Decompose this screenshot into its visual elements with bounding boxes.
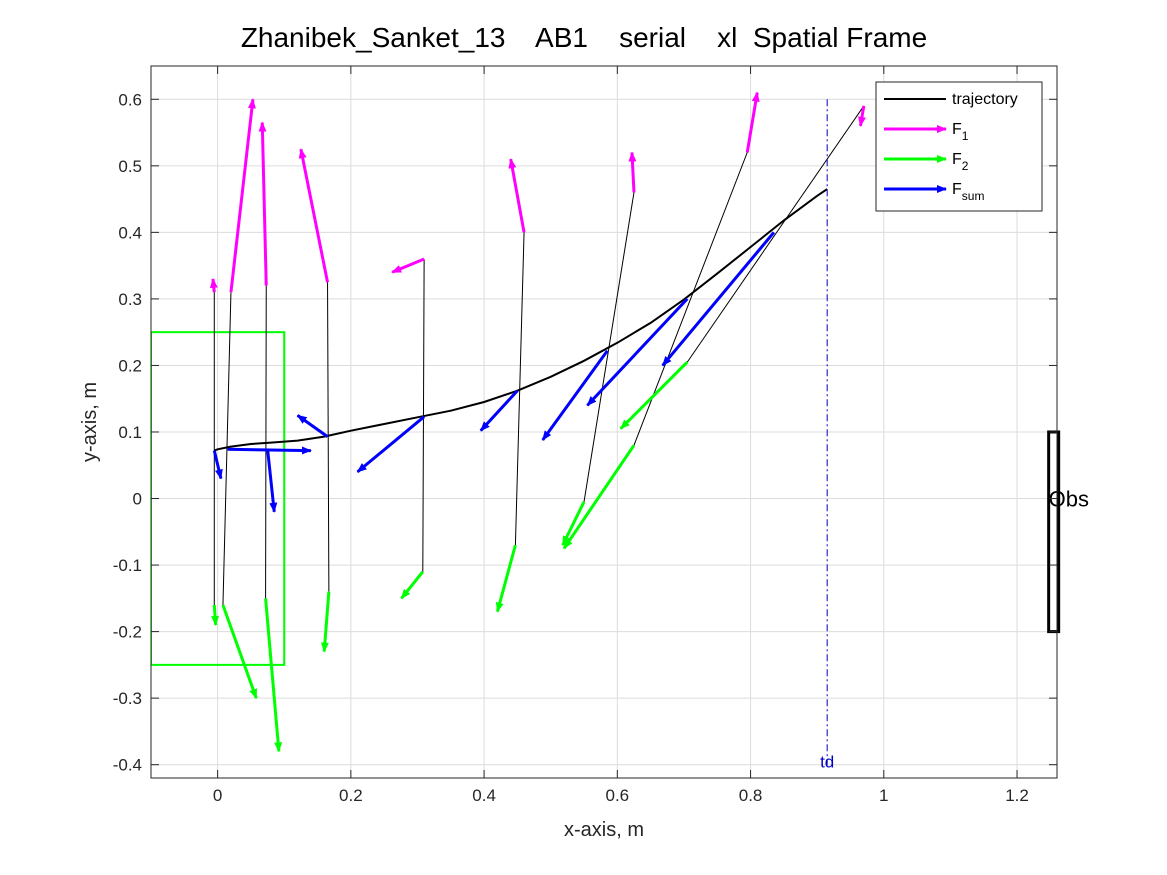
y-tick-label: 0.4 — [118, 223, 142, 242]
f2-arrow — [211, 604, 220, 626]
x-tick-label: 1 — [879, 786, 888, 805]
f2-arrow — [562, 444, 636, 550]
f1-arrow — [258, 121, 268, 286]
f2-arrow — [264, 598, 283, 753]
f1-arrow — [209, 277, 218, 293]
y-tick-label: 0 — [133, 490, 142, 509]
y-tick-label: -0.1 — [113, 556, 142, 575]
x-tick-label: 0.2 — [339, 786, 363, 805]
legend-subscript: 2 — [962, 159, 969, 173]
f1-series — [209, 91, 866, 293]
x-tick-label: 0.4 — [472, 786, 496, 805]
fsum-arrow — [479, 389, 519, 432]
td-label: td — [820, 753, 834, 772]
legend-subscript: 1 — [962, 129, 969, 143]
y-tick-label: 0.1 — [118, 423, 142, 442]
f2-series — [211, 361, 689, 753]
connector-line — [327, 282, 330, 592]
fsum-arrow — [296, 414, 329, 438]
x-tick-label: 1.2 — [1005, 786, 1029, 805]
y-axis-label: y-axis, m — [79, 382, 101, 462]
f1-arrow — [508, 158, 526, 233]
f2-arrow — [619, 361, 689, 430]
fsum-arrow — [227, 446, 312, 455]
legend-label-trajectory: trajectory — [952, 91, 1018, 108]
trajectory-series — [213, 188, 828, 452]
fsum-arrow — [266, 449, 278, 513]
f1-arrow — [745, 91, 760, 153]
chart-title: Zhanibek_Sanket_13 AB1 serial xl Spatial… — [241, 22, 927, 53]
x-tick-label: 0.6 — [606, 786, 630, 805]
f1-arrow — [229, 98, 256, 293]
y-tick-label: 0.5 — [118, 157, 142, 176]
f1-arrow — [391, 257, 425, 274]
y-tick-label: -0.2 — [113, 623, 142, 642]
fsum-arrow — [356, 415, 426, 474]
y-tick-label: -0.4 — [113, 756, 142, 775]
fsum-arrow — [661, 231, 776, 367]
y-tick-label: 0.3 — [118, 290, 142, 309]
fsum-arrow — [541, 349, 609, 441]
y-tick-label: -0.3 — [113, 689, 142, 708]
fsum-series — [212, 231, 776, 513]
f2-arrow — [400, 570, 424, 600]
f1-arrow — [628, 151, 637, 193]
axis-ticks: 0 0.2 0.4 0.6 0.8 1 1.2 -0.4 -0.3 -0.2 -0.1 0 0.1 0.2… — [113, 66, 1057, 805]
connector-line — [222, 292, 232, 606]
legend-subscript: sum — [962, 189, 985, 203]
y-tick-label: 0.6 — [118, 90, 142, 109]
f2-arrow — [221, 604, 258, 700]
plot-frame — [150, 65, 1058, 779]
start-region-box — [151, 331, 286, 666]
f2-arrow — [320, 591, 331, 653]
start-region-rect — [151, 331, 286, 666]
obstacle-marker: Obs — [1047, 430, 1089, 634]
force-connectors — [213, 105, 865, 606]
td-marker: td — [820, 99, 834, 772]
f1-arrow — [858, 105, 866, 127]
x-tick-label: 0.8 — [739, 786, 763, 805]
x-tick-label: 0 — [213, 786, 222, 805]
f2-arrow — [561, 501, 586, 546]
x-axis-label: x-axis, m — [564, 819, 644, 841]
trajectory-line — [213, 188, 828, 452]
fsum-arrow — [586, 297, 689, 407]
y-tick-label: 0.2 — [118, 356, 142, 375]
f1-arrow — [298, 148, 330, 283]
f2-arrow — [495, 544, 517, 613]
fsum-arrow — [212, 450, 223, 480]
connector-line — [686, 105, 865, 363]
